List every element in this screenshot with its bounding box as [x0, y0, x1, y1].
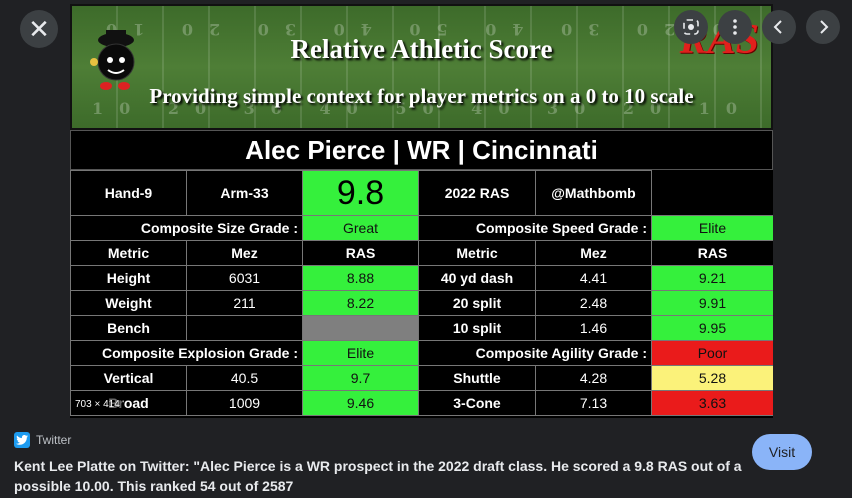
arm-length: Arm-33	[186, 170, 303, 216]
metric-ras: 8.88	[302, 265, 419, 291]
more-options-button[interactable]	[718, 10, 752, 44]
explosion-grade-value: Elite	[302, 340, 419, 366]
metric-ras: 3.63	[651, 390, 773, 416]
chevron-right-icon	[820, 20, 829, 34]
metric-mez: 4.28	[535, 365, 652, 391]
header-mez: Mez	[186, 240, 303, 266]
lens-button[interactable]	[674, 10, 708, 44]
image-dimensions-badge: 703 × 414	[72, 398, 123, 411]
hand-size: Hand-9	[70, 170, 187, 216]
table-row: Weight 211 8.22 20 split 2.48 9.91	[70, 290, 773, 316]
metric-mez: 4.41	[535, 265, 652, 291]
player-headline: Alec Pierce | WR | Cincinnati	[70, 130, 773, 170]
metric-ras-empty	[302, 315, 419, 341]
banner-subtitle: Providing simple context for player metr…	[149, 84, 694, 108]
grade-row-explosion-agility: Composite Explosion Grade : Elite Compos…	[70, 340, 773, 366]
table-row: Height 6031 8.88 40 yd dash 4.41 9.21	[70, 265, 773, 291]
visit-button[interactable]: Visit	[752, 434, 812, 470]
metric-name: Shuttle	[418, 365, 536, 391]
header-row: Metric Mez RAS Metric Mez RAS	[70, 240, 773, 266]
summary-row: Hand-9 Arm-33 9.8 2022 RAS @Mathbomb	[70, 170, 774, 216]
metric-name: Weight	[70, 290, 187, 316]
metric-mez: 2.48	[535, 290, 652, 316]
close-button[interactable]: ✕	[20, 10, 58, 48]
metric-name: 40 yd dash	[418, 265, 536, 291]
metric-mez: 1.46	[535, 315, 652, 341]
more-vert-icon	[733, 19, 737, 35]
metric-ras: 9.21	[651, 265, 773, 291]
header-metric: Metric	[70, 240, 187, 266]
lens-icon	[683, 19, 699, 35]
metric-name: 20 split	[418, 290, 536, 316]
metric-mez: 211	[186, 290, 303, 316]
header-metric: Metric	[418, 240, 536, 266]
bomb-mascot-icon	[90, 30, 135, 90]
source-site-name: Twitter	[36, 433, 72, 447]
next-button[interactable]	[806, 10, 840, 44]
table-row: Broad 1009 9.46 3-Cone 7.13 3.63	[70, 390, 773, 416]
speed-grade-label: Composite Speed Grade :	[418, 215, 652, 241]
metric-mez	[186, 315, 303, 341]
twitter-icon	[14, 432, 30, 448]
source-site[interactable]: Twitter	[14, 432, 71, 448]
header-ras: RAS	[302, 240, 419, 266]
grade-row-size-speed: Composite Size Grade : Great Composite S…	[70, 215, 773, 241]
close-icon: ✕	[28, 13, 50, 44]
table-row: Vertical 40.5 9.7 Shuttle 4.28 5.28	[70, 365, 773, 391]
agility-grade-value: Poor	[651, 340, 773, 366]
yard-numbers-bottom: 10 20 30 40 50 40 30 20 10	[92, 99, 753, 118]
banner-title: Relative Athletic Score	[290, 34, 553, 64]
speed-grade-value: Elite	[651, 215, 773, 241]
metric-ras: 9.7	[302, 365, 419, 391]
table-row: Bench 10 split 1.46 9.95	[70, 315, 773, 341]
metric-name: Bench	[70, 315, 187, 341]
twitter-handle: @Mathbomb	[535, 170, 652, 216]
metric-mez: 40.5	[186, 365, 303, 391]
metric-mez: 7.13	[535, 390, 652, 416]
previous-button[interactable]	[762, 10, 796, 44]
header-mez: Mez	[535, 240, 652, 266]
ras-score: 9.8	[302, 170, 419, 216]
ras-table: Hand-9 Arm-33 9.8 2022 RAS @Mathbomb Com…	[70, 170, 773, 416]
result-caption[interactable]: Kent Lee Platte on Twitter: "Alec Pierce…	[14, 458, 742, 494]
metric-name: Height	[70, 265, 187, 291]
header-ras: RAS	[651, 240, 773, 266]
size-grade-label: Composite Size Grade :	[70, 215, 303, 241]
metric-ras: 9.95	[651, 315, 773, 341]
chevron-left-icon	[773, 20, 782, 34]
metric-ras: 9.91	[651, 290, 773, 316]
metric-name: 10 split	[418, 315, 536, 341]
metric-mez: 6031	[186, 265, 303, 291]
ras-banner: 10 20 30 40 50 40 30 20 10 10 20 30 40 5…	[70, 4, 773, 130]
explosion-grade-label: Composite Explosion Grade :	[70, 340, 303, 366]
ras-year-label: 2022 RAS	[418, 170, 536, 216]
metric-ras: 8.22	[302, 290, 419, 316]
metric-name: 3-Cone	[418, 390, 536, 416]
viewer-toolbar	[674, 10, 840, 44]
size-grade-value: Great	[302, 215, 419, 241]
metric-mez: 1009	[186, 390, 303, 416]
metric-name: Vertical	[70, 365, 187, 391]
agility-grade-label: Composite Agility Grade :	[418, 340, 652, 366]
field-stripes	[72, 6, 771, 128]
metric-ras: 5.28	[651, 365, 773, 391]
result-image[interactable]: 10 20 30 40 50 40 30 20 10 10 20 30 40 5…	[70, 4, 773, 418]
metric-ras: 9.46	[302, 390, 419, 416]
